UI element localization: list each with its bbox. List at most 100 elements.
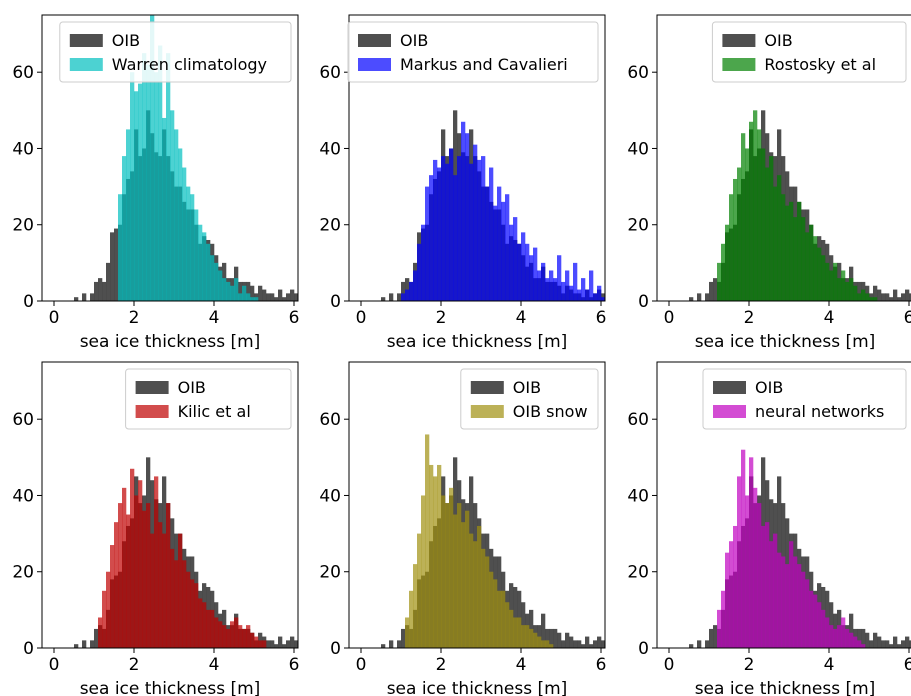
- bar: [857, 293, 862, 301]
- bar: [437, 464, 442, 648]
- y-tick-label: 20: [627, 216, 649, 236]
- bar: [110, 232, 115, 301]
- x-axis-label: sea ice thickness [m]: [80, 679, 261, 696]
- bar: [290, 289, 295, 301]
- y-tick-label: 40: [627, 139, 649, 159]
- bar: [202, 602, 207, 648]
- bar: [250, 632, 255, 648]
- legend-swatch: [358, 34, 391, 47]
- bar: [449, 148, 454, 301]
- legend-entry: Markus and Cavalieri: [400, 55, 568, 74]
- legend: OIB Markus and Cavalieri: [347, 21, 599, 83]
- bar: [413, 564, 418, 648]
- bar: [401, 628, 406, 648]
- bar: [905, 289, 910, 301]
- bar: [274, 644, 279, 648]
- y-tick-label: 0: [638, 639, 649, 659]
- bar: [757, 503, 762, 648]
- bar: [869, 293, 874, 301]
- bar: [485, 186, 490, 301]
- y-tick-label: 0: [23, 292, 34, 312]
- bar: [190, 579, 195, 648]
- bar: [561, 281, 566, 301]
- bar: [785, 564, 790, 648]
- y-tick-label: 60: [12, 410, 34, 430]
- bar: [717, 262, 722, 301]
- bar: [805, 579, 810, 648]
- bar: [74, 297, 79, 301]
- bar: [493, 205, 498, 301]
- bar: [82, 640, 87, 648]
- legend: OIB neural networks: [702, 368, 907, 430]
- y-tick-label: 60: [12, 63, 34, 83]
- x-axis-label: sea ice thickness [m]: [695, 679, 876, 696]
- legend-swatch: [722, 58, 756, 71]
- series-comparison-bars: [98, 468, 267, 648]
- bar: [893, 289, 898, 301]
- bar: [186, 571, 191, 648]
- bar: [545, 628, 550, 648]
- bar: [485, 556, 490, 648]
- bar: [90, 640, 95, 648]
- x-tick-label: 2: [436, 308, 447, 328]
- bar: [134, 495, 139, 648]
- bar: [521, 625, 526, 648]
- bar: [881, 640, 886, 648]
- bar: [258, 285, 263, 301]
- bar: [813, 236, 818, 301]
- legend-swatch: [69, 34, 103, 47]
- bar: [869, 297, 874, 301]
- bar: [589, 270, 594, 301]
- bar: [138, 480, 143, 648]
- bar: [477, 159, 482, 301]
- bar: [881, 293, 886, 301]
- bar: [569, 636, 574, 648]
- y-tick-label: 40: [12, 139, 34, 159]
- bar: [154, 72, 159, 301]
- bar: [877, 289, 882, 301]
- bar: [577, 640, 582, 648]
- bar: [817, 602, 822, 648]
- bar: [509, 224, 514, 301]
- legend-entry: neural networks: [755, 402, 884, 421]
- bar: [893, 636, 898, 648]
- bar: [605, 644, 609, 648]
- bar: [421, 495, 426, 648]
- bar: [162, 533, 167, 648]
- bar: [457, 156, 462, 301]
- bar: [214, 617, 219, 648]
- bar: [465, 510, 470, 648]
- x-tick-label: 4: [824, 655, 835, 675]
- y-tick-label: 20: [627, 563, 649, 583]
- bar: [166, 503, 171, 648]
- bar: [597, 285, 602, 301]
- bar: [861, 644, 866, 648]
- bar: [286, 293, 291, 301]
- bar: [178, 533, 183, 648]
- bar: [605, 297, 609, 301]
- bar: [158, 522, 163, 648]
- bar: [210, 609, 215, 648]
- bar: [897, 297, 902, 301]
- bar: [146, 64, 151, 301]
- bar: [266, 293, 271, 301]
- bar: [182, 167, 187, 301]
- bar: [573, 640, 578, 648]
- bar: [757, 129, 762, 301]
- bar: [298, 297, 302, 301]
- x-tick-label: 0: [664, 308, 675, 328]
- bar: [481, 156, 486, 301]
- bar: [889, 644, 894, 648]
- bars-group: [381, 434, 609, 648]
- bar: [737, 167, 742, 301]
- bar: [389, 293, 394, 301]
- series-comparison-bars: [717, 449, 866, 648]
- x-tick-label: 0: [356, 655, 367, 675]
- bar: [889, 297, 894, 301]
- y-tick-label: 20: [12, 563, 34, 583]
- bar: [729, 194, 734, 301]
- bar: [557, 632, 562, 648]
- bar: [801, 217, 806, 301]
- bar: [553, 278, 558, 301]
